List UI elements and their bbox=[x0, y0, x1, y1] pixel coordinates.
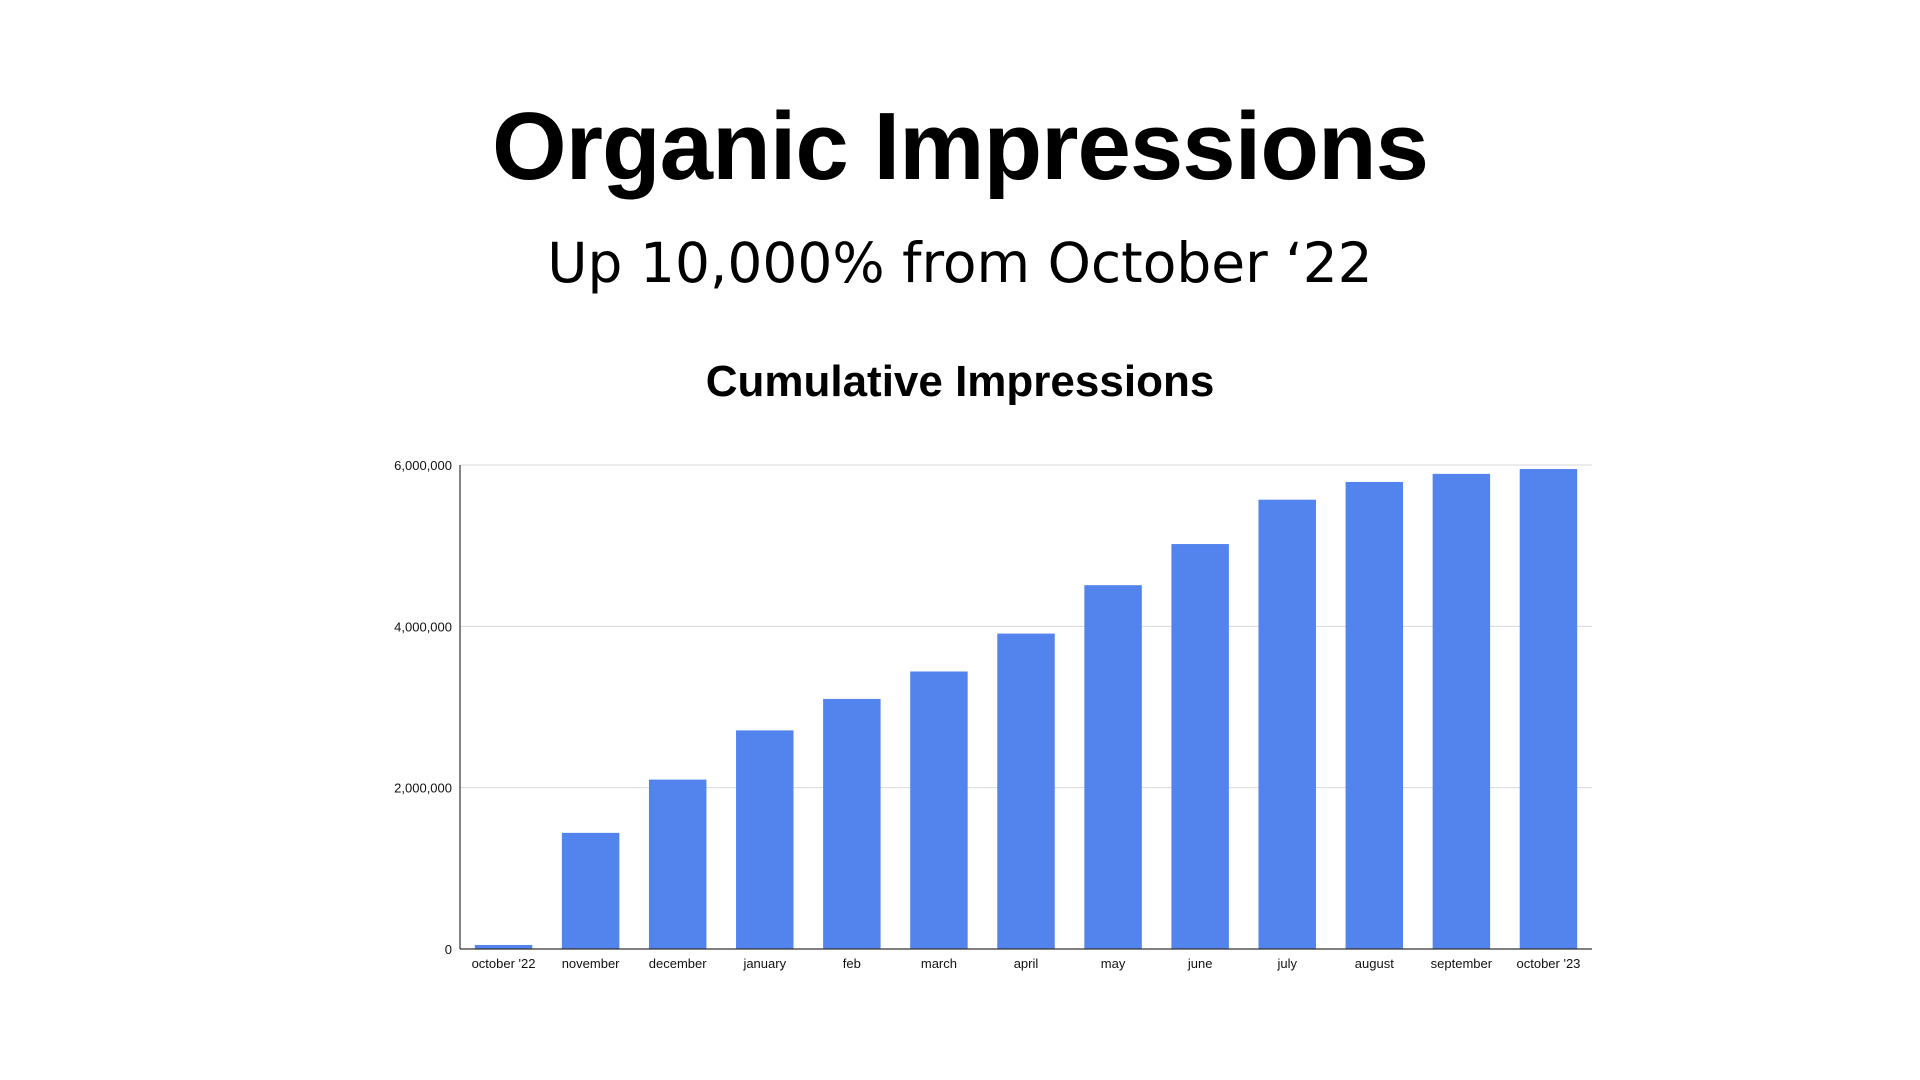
slide-subtitle: Up 10,000% from October ‘22 bbox=[547, 231, 1373, 295]
bar bbox=[823, 698, 881, 949]
bar bbox=[1258, 499, 1316, 949]
bar bbox=[736, 730, 794, 949]
bar bbox=[648, 779, 707, 949]
chart-title: Cumulative Impressions bbox=[705, 357, 1215, 406]
bar bbox=[561, 832, 620, 949]
x-tick-label: may bbox=[1101, 956, 1126, 971]
x-tick-label: august bbox=[1355, 956, 1394, 971]
y-tick-label: 0 bbox=[445, 942, 452, 957]
x-tick-label: feb bbox=[843, 956, 861, 971]
bar bbox=[997, 633, 1055, 949]
y-tick-label: 4,000,000 bbox=[394, 619, 452, 634]
bar bbox=[1432, 473, 1491, 949]
x-tick-label: july bbox=[1276, 956, 1297, 971]
x-tick-labels: october '22 november december january feb mar… bbox=[472, 956, 1581, 971]
x-tick-label: march bbox=[921, 956, 957, 971]
axes bbox=[459, 465, 1592, 950]
x-tick-label: november bbox=[562, 956, 620, 971]
x-tick-label: december bbox=[649, 956, 707, 971]
x-tick-label: october '22 bbox=[472, 956, 536, 971]
x-tick-label: january bbox=[742, 956, 786, 971]
x-tick-label: october '23 bbox=[1517, 956, 1581, 971]
x-tick-label: june bbox=[1187, 956, 1213, 971]
bar bbox=[910, 671, 968, 949]
y-tick-labels: 0 2,000,000 4,000,000 6,000,000 bbox=[394, 458, 452, 957]
bar bbox=[1345, 481, 1404, 949]
bar bbox=[1171, 544, 1229, 949]
y-tick-label: 2,000,000 bbox=[394, 781, 452, 796]
y-tick-label: 6,000,000 bbox=[394, 458, 452, 473]
bars bbox=[474, 469, 1578, 949]
bar bbox=[474, 944, 533, 949]
bar bbox=[1519, 469, 1578, 949]
x-tick-label: september bbox=[1431, 956, 1493, 971]
bar bbox=[1084, 585, 1142, 949]
x-tick-label: april bbox=[1014, 956, 1039, 971]
slide-title: Organic Impressions bbox=[492, 93, 1429, 200]
